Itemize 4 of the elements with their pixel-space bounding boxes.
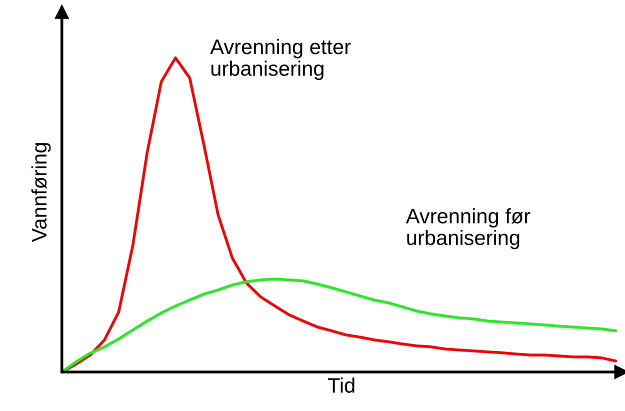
- series-label: Avrenning etter urbanisering: [210, 38, 351, 80]
- text: Avrenning før urbanisering: [406, 208, 530, 250]
- x-axis-title: Tid: [328, 378, 354, 393]
- y-axis-title: Vannføring: [31, 143, 51, 242]
